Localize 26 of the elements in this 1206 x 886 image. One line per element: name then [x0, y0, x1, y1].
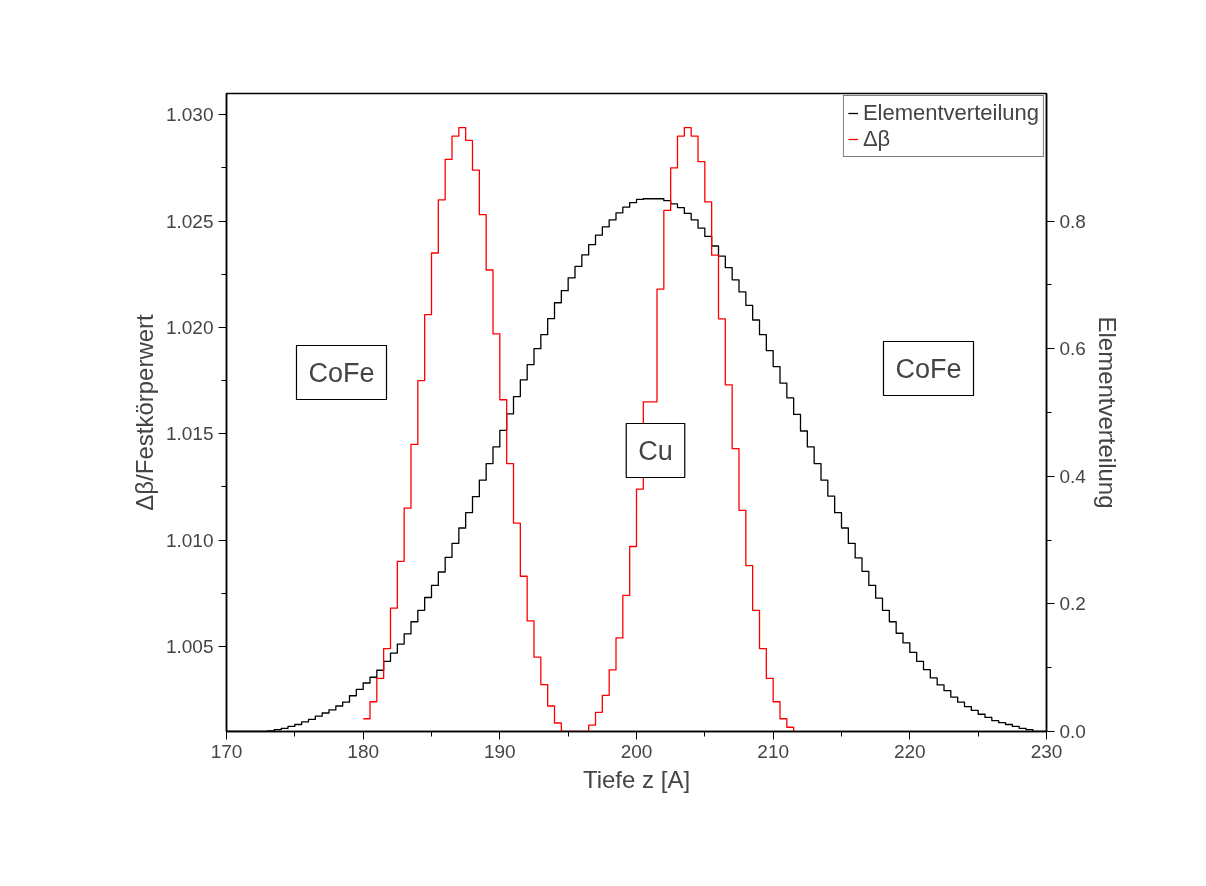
x-tick-label: 200 [620, 740, 653, 762]
annotation: Cu [638, 435, 673, 466]
y-tick-label: 1.025 [165, 210, 214, 232]
y2-axis-title: Elementverteilung [1093, 316, 1121, 509]
annotation: CoFe [308, 357, 375, 388]
legend-label: Elementverteilung [862, 100, 1039, 126]
x-tick-label: 190 [483, 740, 516, 762]
legend-label: Δβ [862, 126, 891, 152]
y-tick-label: 1.005 [165, 635, 214, 657]
annotation: CoFe [895, 353, 962, 384]
y2-tick-label: 0.8 [1059, 210, 1086, 232]
y-axis-title: Δβ/Festkörperwert [130, 313, 158, 511]
x-tick-label: 230 [1030, 740, 1063, 762]
y-tick-label: 1.010 [165, 529, 214, 551]
x-tick-label: 180 [347, 740, 380, 762]
x-axis-title: Tiefe z [A] [582, 765, 691, 793]
x-tick-label: 210 [757, 740, 790, 762]
y-tick-label: 1.020 [165, 316, 214, 338]
y2-tick-label: 0.0 [1059, 721, 1086, 742]
x-tick-label: 170 [210, 740, 243, 762]
y2-tick-label: 0.2 [1059, 593, 1086, 615]
y2-tick-label: 0.4 [1059, 465, 1087, 487]
y2-tick-label: 0.6 [1059, 338, 1086, 360]
y-tick-label: 1.030 [165, 104, 214, 126]
y-tick-label: 1.015 [165, 423, 214, 445]
x-tick-label: 220 [893, 740, 926, 762]
